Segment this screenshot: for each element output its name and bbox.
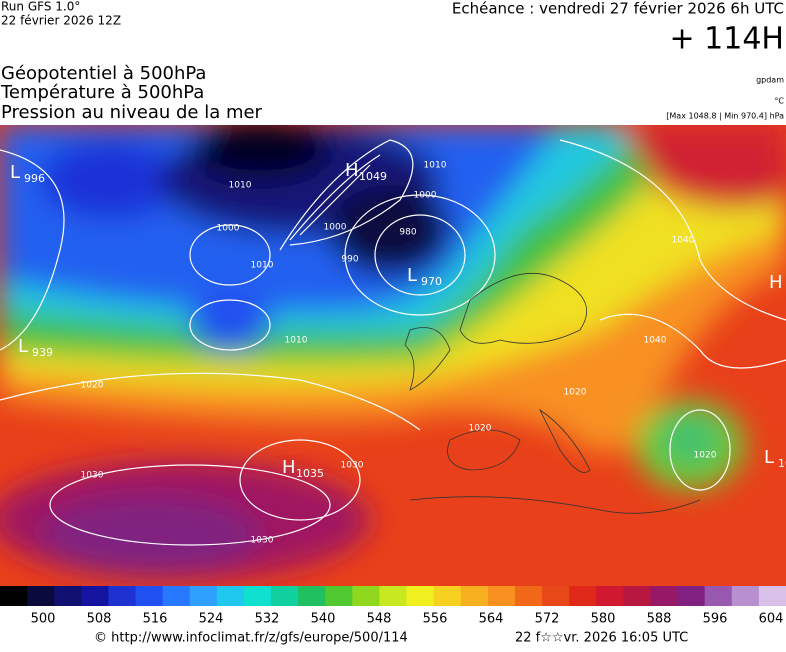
unit-label: gpdam: [756, 76, 784, 85]
colorbar-tick: 540: [311, 612, 336, 627]
colorbar-tick: 508: [87, 612, 112, 627]
colorbar-tick: 580: [591, 612, 616, 627]
colorbar-cell: [406, 586, 435, 606]
center-value: 1000: [778, 457, 786, 470]
colorbar-cell: [596, 586, 624, 606]
isobar-label: 1010: [229, 181, 252, 191]
footer-generated: 22 f☆☆vr. 2026 16:05 UTC: [515, 631, 688, 646]
center-value: 1049: [359, 170, 387, 183]
center-letter: H: [282, 457, 296, 478]
center-letter: L: [10, 162, 20, 183]
colorbar-cell: [216, 586, 245, 606]
colorbar-cell: [514, 586, 543, 606]
colorbar-tick: 524: [199, 612, 224, 627]
colorbar-tick: 572: [535, 612, 560, 627]
center-letter: H: [769, 272, 783, 293]
colorbar-tick: 516: [143, 612, 168, 627]
colorbar-cell: [352, 586, 380, 606]
run-date: 22 février 2026 12Z: [1, 14, 121, 28]
isobar-label: 980: [399, 228, 416, 238]
colorbar-cell: [650, 586, 679, 606]
colorbar-cell: [81, 586, 109, 606]
unit-label: [Max 1048.8 | Min 970.4] hPa: [666, 112, 784, 121]
colorbar-tick: 548: [367, 612, 392, 627]
colorbar-cell: [243, 586, 272, 606]
isobar-label: 1020: [694, 451, 717, 461]
colorbar-cell: [677, 586, 706, 606]
field-title: Pression au niveau de la mer: [1, 102, 263, 123]
center-letter: L: [764, 447, 774, 468]
coastlines: [404, 272, 701, 514]
run-label: Run GFS 1.0°: [1, 0, 80, 14]
isobar-label: 1020: [564, 388, 587, 398]
isobar-label: 1010: [285, 336, 308, 346]
colorbar-cell: [162, 586, 191, 606]
center-value: 970: [421, 275, 442, 288]
isobar-label: 1000: [324, 223, 347, 233]
isobar-label: 1030: [251, 536, 274, 546]
colorbar-cell: [487, 586, 516, 606]
colorbar-cell: [460, 586, 489, 606]
center-value: 996: [24, 172, 45, 185]
colorbar-cell: [54, 586, 82, 606]
isobar-label: 1010: [424, 161, 447, 171]
colorbar-tick: 556: [423, 612, 448, 627]
center-letter: L: [407, 265, 417, 286]
colorbar-cell: [731, 586, 760, 606]
colorbar-cell: [271, 586, 299, 606]
colorbar-cell: [325, 586, 353, 606]
center-value: 1035: [296, 467, 324, 480]
isobar-label: 1010: [251, 261, 274, 271]
isobar-label: 1030: [341, 461, 364, 471]
colorbar-cell: [758, 586, 786, 606]
isobar-label: 1020: [469, 424, 492, 434]
isobar-label: 1040: [644, 336, 667, 346]
footer-source: © http://www.infoclimat.fr/z/gfs/europe/…: [94, 631, 408, 646]
unit-label: °C: [774, 97, 784, 106]
lead-time: + 114H: [670, 22, 785, 57]
colorbar-cell: [379, 586, 408, 606]
colorbar-tick: 604: [759, 612, 784, 627]
colorbar-tick: 596: [703, 612, 728, 627]
colorbar-cell: [108, 586, 137, 606]
center-letter: H: [345, 160, 359, 181]
field-title: Géopotentiel à 500hPa: [1, 63, 206, 84]
map-field: [0, 125, 786, 586]
isobar-label: 1000: [414, 191, 437, 201]
isobar-label: 1030: [81, 471, 104, 481]
colorbar-tick: 588: [647, 612, 672, 627]
field-title: Température à 500hPa: [0, 82, 204, 103]
center-value: 939: [32, 346, 53, 359]
isobar-label: 1000: [217, 224, 240, 234]
isobar-label: 1020: [81, 381, 104, 391]
isobar-label: 1040: [672, 236, 695, 246]
colorbar-cell: [298, 586, 326, 606]
colorbar-cell: [704, 586, 733, 606]
colorbar-cell: [623, 586, 651, 606]
colorbar-cell: [27, 586, 55, 606]
center-letter: L: [18, 336, 28, 357]
colorbar-tick: 500: [31, 612, 56, 627]
echeance: Echéance : vendredi 27 février 2026 6h U…: [452, 0, 784, 18]
colorbar-cell: [433, 586, 462, 606]
isobars: [0, 139, 786, 546]
colorbar-cell: [569, 586, 597, 606]
colorbar-cell: [135, 586, 164, 606]
isobar-label: 990: [341, 255, 358, 265]
colorbar-cell: [189, 586, 218, 606]
colorbar-tick: 532: [255, 612, 280, 627]
colorbar-cell: [542, 586, 570, 606]
colorbar-tick: 564: [479, 612, 504, 627]
colorbar-cell: [0, 586, 28, 606]
